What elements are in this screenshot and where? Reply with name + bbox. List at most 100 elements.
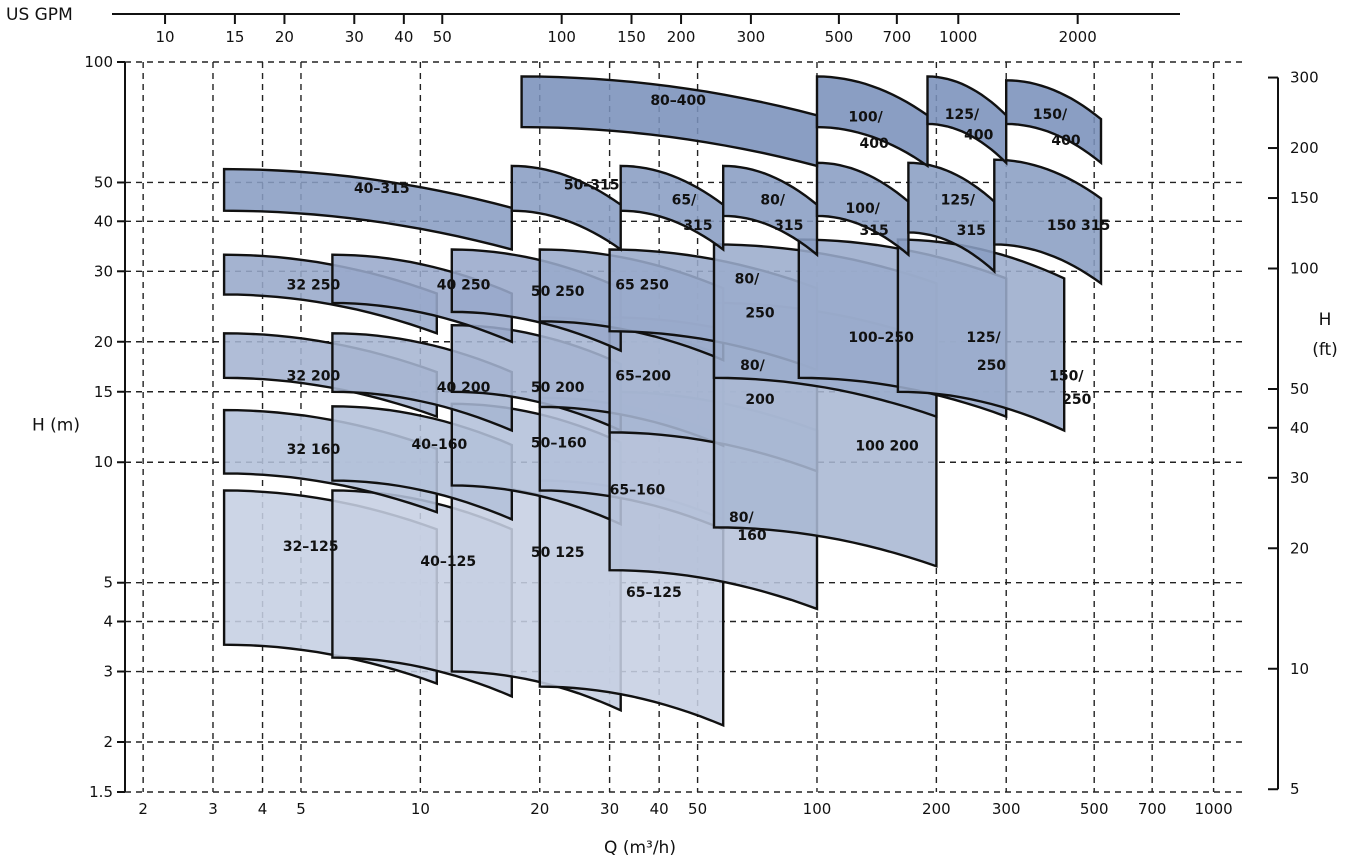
y-tick-label: 50 [94,173,113,191]
region-layer [222,75,1103,728]
pump-region-40-315 [222,167,513,252]
region-label: 400 [964,128,993,144]
right-tick-label: 40 [1290,419,1309,437]
pump-region-80-315 [722,164,819,258]
y-tick-label: 10 [94,453,113,471]
x-tick-label: 5 [296,800,306,818]
pump-region-50-315 [510,164,622,252]
pump-region-32-250 [222,253,438,335]
y-tick-label: 1.5 [89,783,113,801]
top-tick-label: 500 [825,28,854,46]
top-tick-label: 700 [883,28,912,46]
x-tick-label: 10 [411,800,430,818]
right-tick-label: 200 [1290,139,1319,157]
pump-region-40-250 [331,253,513,344]
top-tick-label: 20 [275,28,294,46]
region-label: 125/ [945,107,980,123]
region-label: 80/ [740,358,765,374]
region-label: 65/ [672,193,697,209]
region-label: 315 [683,218,712,234]
top-tick-label: 300 [737,28,766,46]
right-tick-label: 5 [1290,780,1300,798]
y-tick-label: 2 [103,733,113,751]
y-tick-label: 30 [94,262,113,280]
region-label: 200 [745,392,774,408]
region-label: 80/ [760,193,785,209]
region-label: 125/ [966,330,1001,346]
region-label: 150/ [1033,107,1068,123]
region-label: 80/ [729,510,754,526]
right-tick-label: 30 [1290,469,1309,487]
region-label: 40 200 [437,380,491,396]
right-tick-label: 300 [1290,69,1319,87]
x-tick-label: 3 [208,800,218,818]
top-tick-label: 200 [667,28,696,46]
label-layer: 80–400 100/400 125/400 150/400 40–315 50–315 6… [283,93,1110,601]
right-tick-label: 20 [1290,539,1309,557]
region-label: 32–125 [283,539,339,555]
region-label: 65–200 [615,369,671,385]
region-label: 160 [737,528,766,544]
region-label: 32 160 [287,442,341,458]
region-label: 150 315 [1047,218,1110,234]
pump-region-150-315 [993,158,1103,286]
top-tick-label: 150 [617,28,646,46]
region-label: 250 [1062,392,1091,408]
top-tick-label: 30 [345,28,364,46]
x-axis-title: Q (m³/h) [604,838,676,858]
top-axis-label: US GPM [6,5,73,25]
y-tick-label: 15 [94,383,113,401]
pump-region-125-400 [926,75,1008,166]
y-tick-label: 20 [94,333,113,351]
region-label: 100/ [845,201,880,217]
y-tick-label: 100 [84,53,113,71]
x-tick-label: 2 [138,800,148,818]
region-label: 80–400 [650,93,706,109]
pump-region-65-315 [619,164,725,252]
x-tick-label: 4 [258,800,268,818]
region-label: 40–160 [412,437,468,453]
region-label: 50–160 [531,435,587,451]
top-tick-label: 10 [156,28,175,46]
top-tick-label: 50 [433,28,452,46]
pump-region-100-315 [815,161,910,258]
x-tick-label: 300 [992,800,1021,818]
region-label: 50 125 [531,545,585,561]
region-label: 250 [745,305,774,321]
right-tick-label: 50 [1290,380,1309,398]
pump-region-125-315 [907,161,996,274]
pump-region-100-400 [815,75,929,169]
x-tick-label: 500 [1080,800,1109,818]
y-axis-title: H (m) [32,416,80,436]
region-label: 80/ [735,271,760,287]
region-label: 40 250 [437,278,491,294]
top-tick-label: 1000 [939,28,977,46]
region-label: 50 250 [531,284,585,300]
x-tick-label: 1000 [1195,800,1233,818]
y-tick-label: 3 [103,663,113,681]
x-tick-label: 20 [530,800,549,818]
x-tick-label: 40 [650,800,669,818]
y-tick-label: 40 [94,212,113,230]
top-tick-label: 2000 [1059,28,1097,46]
axis-layer: 1.5 2 3 4 5 10 15 20 30 40 50 100 2 3 4 5 10 20 30 40 50 100 2… [6,5,1338,858]
x-tick-label: 30 [600,800,619,818]
x-tick-label: 50 [688,800,707,818]
region-label: 65 250 [615,278,669,294]
right-axis-unit: (ft) [1312,340,1338,360]
region-label: 100/ [848,110,883,126]
right-tick-label: 150 [1290,189,1319,207]
y-tick-label: 4 [103,613,113,631]
region-label: 40–315 [354,181,410,197]
top-tick-label: 40 [394,28,413,46]
region-label: 50 200 [531,380,585,396]
x-tick-label: 100 [803,800,832,818]
region-label: 400 [860,136,889,152]
y-tick-label: 5 [103,574,113,592]
region-label: 40–125 [420,554,476,570]
right-tick-label: 10 [1290,660,1309,678]
top-tick-label: 15 [225,28,244,46]
x-tick-label: 700 [1138,800,1167,818]
region-label: 150/ [1049,369,1084,385]
pump-region-150-400 [1005,79,1103,166]
